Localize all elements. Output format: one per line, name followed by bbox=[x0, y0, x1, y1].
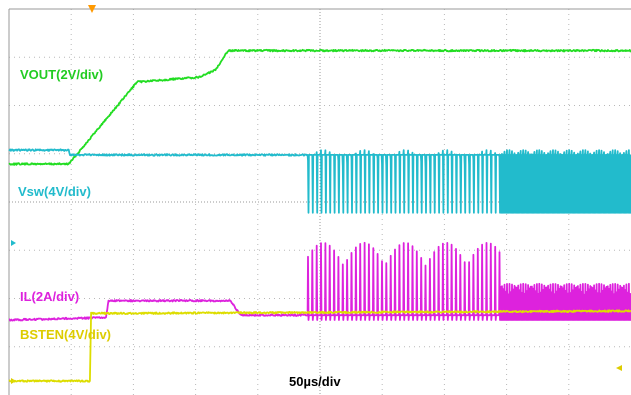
series-label-vout: VOUT(2V/div) bbox=[20, 67, 103, 82]
trigger-position-marker bbox=[88, 5, 96, 13]
traces bbox=[8, 48, 631, 383]
trigger-level-marker bbox=[616, 365, 622, 371]
trace-bsten bbox=[8, 309, 631, 383]
series-label-il: IL(2A/div) bbox=[20, 289, 79, 304]
vsw-ground-marker bbox=[11, 240, 16, 246]
time-scale-label: 50µs/div bbox=[289, 374, 341, 389]
trace-vout bbox=[8, 48, 631, 166]
series-label-vsw: Vsw(4V/div) bbox=[18, 184, 91, 199]
trace-vsw bbox=[8, 148, 631, 214]
series-label-bsten: BSTEN(4V/div) bbox=[20, 327, 111, 342]
